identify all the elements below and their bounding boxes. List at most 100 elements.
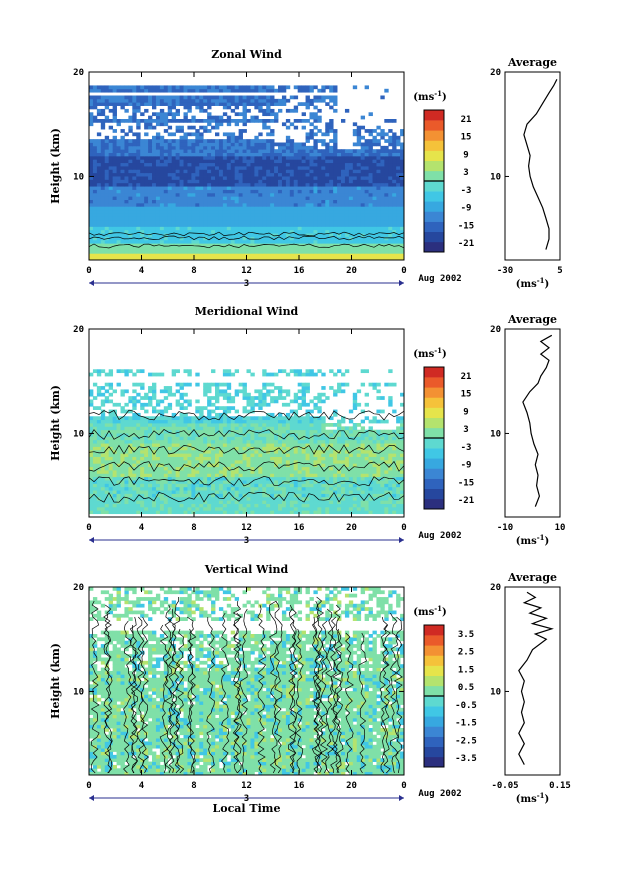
heatmap-cell [266, 236, 271, 241]
heatmap-cell [100, 152, 106, 157]
heatmap-cell [384, 166, 389, 170]
heatmap-cell [242, 490, 247, 494]
heatmap-cell [234, 506, 240, 511]
heatmap-cell [104, 476, 110, 481]
heatmap-cell [140, 206, 145, 211]
heatmap-cell [215, 176, 220, 180]
heatmap-cell [242, 449, 247, 454]
heatmap-cell [258, 105, 263, 110]
heatmap-cell [132, 145, 137, 150]
heatmap-cell [171, 115, 177, 120]
heatmap-cell [120, 490, 125, 494]
heatmap-cell [155, 152, 161, 157]
heatmap-cell [152, 145, 157, 150]
heatmap-cell [155, 239, 161, 244]
heatmap-cell [266, 493, 271, 498]
heatmap-cell [203, 486, 208, 491]
heatmap-cell [203, 233, 208, 237]
heatmap-cell [148, 159, 153, 164]
heatmap-cell [222, 459, 228, 464]
heatmap-cell [301, 493, 306, 498]
heatmap-cell [136, 219, 141, 224]
heatmap-cell [163, 496, 169, 501]
heatmap-cell [159, 115, 165, 120]
heatmap-cell [348, 223, 354, 227]
heatmap-cell [183, 473, 188, 478]
heatmap-cell [222, 112, 228, 117]
heatmap-cell [388, 239, 393, 244]
heatmap-cell [100, 122, 106, 127]
heatmap-cell [325, 179, 330, 184]
heatmap-cell [368, 459, 373, 464]
heatmap-cell [246, 98, 251, 103]
heatmap-cell [179, 135, 184, 140]
heatmap-cell [325, 199, 330, 204]
heatmap-cell [89, 202, 94, 207]
heatmap-cell [313, 142, 318, 147]
heatmap-cell [246, 236, 251, 241]
heatmap-cell [100, 253, 106, 258]
heatmap-cell [380, 473, 385, 478]
heatmap-cell [104, 102, 110, 106]
heatmap-cell [234, 213, 240, 217]
heatmap-cell [317, 453, 322, 457]
heatmap-cell [159, 172, 165, 177]
heatmap-cell [266, 233, 271, 237]
heatmap-cell [400, 256, 405, 261]
heatmap-cell [344, 463, 350, 468]
heatmap-cell [388, 189, 393, 194]
heatmap-cell [163, 95, 169, 100]
heatmap-cell [400, 493, 405, 498]
heatmap-cell [218, 256, 224, 261]
heatmap-cell [376, 159, 381, 164]
heatmap-cell [155, 480, 161, 484]
heatmap-cell [89, 196, 94, 200]
heatmap-cell [372, 172, 377, 177]
heatmap-cell [179, 176, 184, 180]
heatmap-cell [89, 213, 94, 217]
heatmap-cell [136, 182, 141, 187]
heatmap-cell [313, 253, 318, 258]
heatmap-cell [136, 132, 141, 137]
heatmap-cell [305, 199, 310, 204]
heatmap-cell [337, 206, 342, 211]
heatmap-cell [112, 139, 117, 143]
heatmap-cell [175, 142, 180, 147]
heatmap-cell [238, 216, 243, 221]
heatmap-cell [242, 189, 247, 194]
heatmap-cell [317, 152, 322, 157]
heatmap-cell [96, 169, 102, 174]
heatmap-cell [297, 145, 303, 150]
heatmap-cell [89, 246, 94, 251]
heatmap-cell [222, 510, 228, 515]
heatmap-cell [368, 256, 373, 261]
heatmap-cell [222, 233, 228, 237]
heatmap-cell [321, 496, 326, 501]
heatmap-cell [226, 105, 232, 110]
heatmap-cell [211, 196, 216, 200]
heatmap-cell [159, 119, 165, 123]
heatmap-cell [136, 189, 141, 194]
heatmap-cell [274, 246, 279, 251]
heatmap-cell [297, 219, 303, 224]
heatmap-cell [234, 179, 240, 184]
heatmap-cell [159, 98, 165, 103]
heatmap-cell [266, 88, 271, 93]
heatmap-cell [400, 496, 405, 501]
heatmap-cell [207, 155, 212, 160]
heatmap-cell [380, 236, 385, 241]
heatmap-cell [262, 119, 267, 123]
heatmap-cell [380, 503, 385, 508]
heatmap-cell [329, 209, 334, 214]
heatmap-cell [230, 463, 236, 468]
heatmap-cell [376, 132, 381, 137]
heatmap-cell [301, 199, 306, 204]
heatmap-cell [289, 209, 295, 214]
heatmap-cell [396, 493, 401, 498]
heatmap-cell [317, 239, 322, 244]
heatmap-cell [376, 473, 381, 478]
heatmap-cell [152, 256, 157, 261]
heatmap-cell [281, 166, 287, 170]
heatmap-cell [222, 249, 228, 254]
